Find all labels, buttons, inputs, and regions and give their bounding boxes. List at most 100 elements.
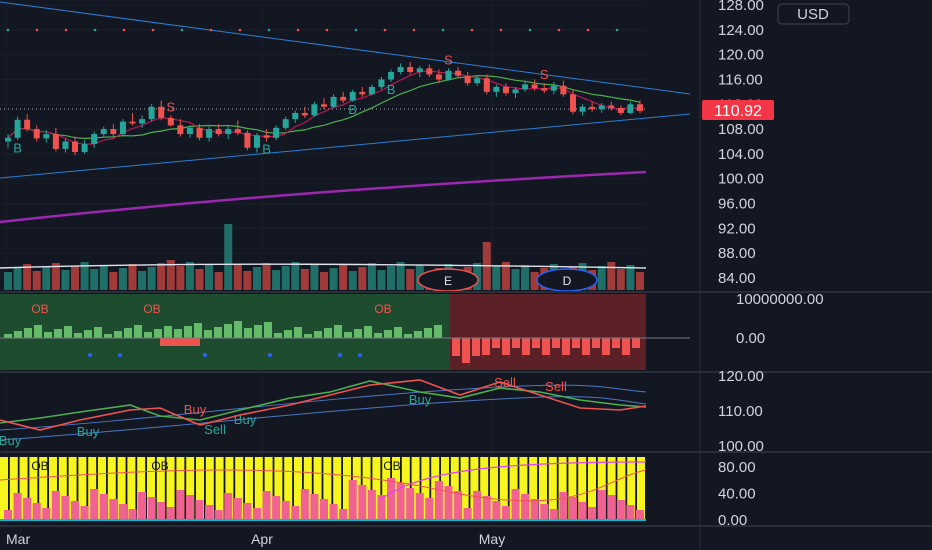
osc2-green-line (0, 380, 647, 424)
osc3-bar-yellow (362, 457, 371, 520)
candle (483, 74, 490, 95)
osc3-bar-pink (224, 493, 233, 520)
candle-body (119, 121, 126, 135)
osc3-bar-yellow (147, 457, 155, 520)
candle (148, 104, 155, 122)
osc3-bar-pink (511, 489, 520, 520)
candle (14, 116, 21, 141)
top-marker-dot (412, 28, 416, 32)
last-price-label: 110.92 (714, 103, 762, 120)
osc3-bar-yellow (274, 457, 283, 520)
osc3-bar-pink (32, 503, 41, 520)
osc1-bar-up (134, 325, 142, 338)
candle (33, 125, 40, 142)
osc3-bar-pink (320, 499, 328, 520)
top-marker-dot (238, 28, 242, 32)
price-tick-label: 84.00 (718, 270, 756, 287)
volume-bar (99, 265, 108, 290)
volume-bar (310, 265, 319, 290)
time-axis[interactable]: Mar Apr May (6, 531, 505, 547)
top-marker-dot (296, 28, 300, 32)
event-marker-d[interactable]: D (536, 268, 598, 292)
top-marker-dot (325, 28, 329, 32)
candle (244, 130, 251, 151)
candle-body (215, 129, 222, 135)
top-marker-dot (64, 28, 68, 32)
currency-button[interactable]: USD (777, 3, 850, 25)
osc1-bar-down (482, 338, 490, 355)
volume-ma-line (0, 263, 647, 269)
osc1-bar-up (234, 321, 242, 338)
osc1-bar-up (174, 329, 182, 338)
osc3-bar-yellow (637, 457, 645, 520)
volume-bar (128, 264, 137, 290)
candle (72, 136, 79, 156)
volume-bar (492, 266, 501, 290)
time-tick-label: Apr (251, 531, 273, 547)
candle-body (234, 129, 241, 133)
candle-body (81, 143, 88, 153)
osc3-bar-pink (578, 502, 587, 520)
osc3-bar-pink (530, 499, 539, 520)
candle-body (359, 91, 366, 95)
top-marker-dot (441, 28, 445, 32)
osc1-bar-down (502, 338, 510, 355)
top-marker-dot (499, 28, 503, 32)
osc3-bar-yellow (392, 457, 400, 520)
osc3-bar-pink (243, 503, 252, 520)
osc1-tick-label: 10000000.00 (736, 291, 824, 308)
top-marker-dot (586, 28, 590, 32)
volume-bar (511, 269, 520, 290)
osc3-bar-yellow (137, 457, 146, 520)
candle-body (349, 91, 356, 101)
osc3-bar-yellow (117, 457, 126, 520)
osc3-bar-yellow (98, 457, 106, 520)
osc1-bar-up (44, 332, 52, 338)
osc1-bar-down (562, 338, 570, 355)
osc1-bar-up (14, 331, 22, 338)
osc3-tick-label: 40.00 (718, 486, 756, 503)
osc1-bar-up (144, 332, 152, 338)
osc2-signal-label: Sell (204, 422, 226, 437)
candle-body (608, 105, 615, 108)
osc1-bar-down (592, 338, 600, 348)
candle-body (550, 85, 557, 91)
upper-trend-line (0, 1, 691, 95)
candle (330, 94, 337, 108)
osc3-bar-yellow (607, 457, 616, 520)
osc1-bar-down (632, 338, 640, 348)
osc3-bar-yellow (548, 457, 557, 520)
osc3-bar-yellow (490, 457, 498, 520)
osc3-bar-pink (339, 509, 348, 520)
top-marker-dot (93, 28, 97, 32)
osc3-bar-pink (51, 491, 60, 520)
candle-body (129, 121, 136, 124)
price-pane[interactable]: B S B B B S S (0, 1, 691, 224)
volume-bar (281, 266, 290, 290)
candle-body (378, 79, 385, 87)
candle (550, 81, 557, 95)
osc3-bar-pink (559, 492, 568, 520)
candle (560, 80, 567, 97)
candle (301, 106, 308, 118)
osc3-bar-pink (348, 480, 357, 520)
osc2-tick-label: 110.00 (718, 403, 763, 420)
osc1-ob-label: OB (143, 302, 160, 316)
candle-body (177, 125, 184, 135)
price-axis[interactable]: 128.00124.00120.00116.00112.00108.00104.… (718, 0, 824, 529)
osc1-bar-down (542, 338, 550, 355)
osc2-red-line (0, 379, 647, 431)
currency-label: USD (797, 6, 829, 23)
osc3-bar-yellow (29, 457, 38, 520)
osc3-bar-pink (99, 494, 108, 520)
event-marker-e[interactable]: E (417, 268, 479, 292)
osc1-bar-down (160, 338, 200, 346)
osc1-bar-up (54, 329, 62, 338)
volume-bar (176, 266, 185, 290)
osc3-bar-pink (90, 489, 99, 520)
candle (43, 130, 50, 143)
candle-body (407, 67, 414, 73)
osc3-bar-yellow (460, 457, 469, 520)
